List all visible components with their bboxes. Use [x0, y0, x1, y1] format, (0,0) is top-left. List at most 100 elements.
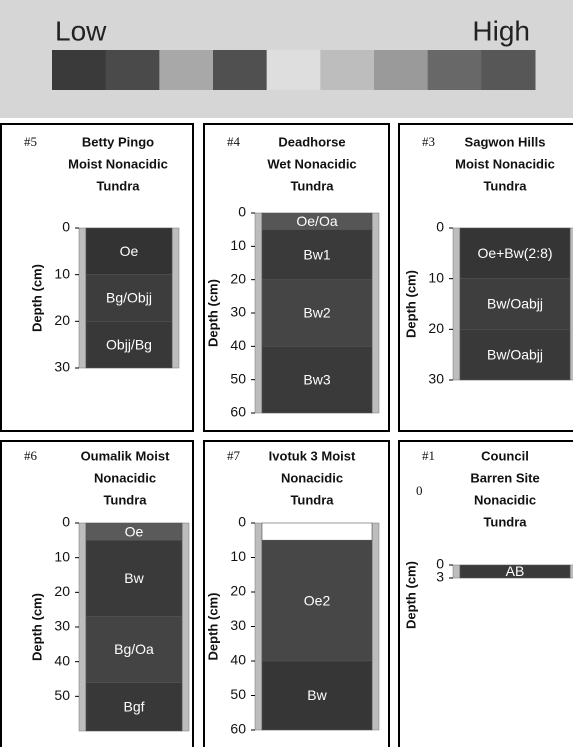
panel-number: #7 — [227, 448, 241, 463]
tick-label: 10 — [54, 265, 70, 281]
axis-label: Depth (cm) — [29, 593, 44, 661]
panel-number: #6 — [24, 448, 38, 463]
panel-title: Tundra — [290, 492, 334, 507]
horizon-label: Bw — [307, 687, 327, 703]
profile-strip — [452, 564, 461, 579]
panel-title: Nonacidic — [94, 470, 156, 485]
tick-label: 10 — [230, 237, 246, 253]
profile-strip — [452, 227, 461, 381]
tick-label: 0 — [238, 204, 246, 220]
horizon — [261, 346, 373, 414]
horizon — [261, 522, 373, 541]
tick-label: 30 — [230, 304, 246, 320]
panel-title: Moist Nonacidic — [68, 156, 168, 171]
tick-label: 30 — [54, 359, 70, 375]
tick-label: 60 — [230, 721, 246, 737]
tick-label: 50 — [54, 687, 70, 703]
horizon-label: Bw/Oabjj — [487, 346, 543, 362]
horizon — [261, 539, 373, 662]
panel-number: #5 — [24, 134, 37, 149]
panel-title: Betty Pingo — [82, 134, 154, 149]
horizon — [459, 278, 571, 330]
panel: #7 Ivotuk 3 Moist Nonacidic Tundra Oe2 Bw 0 10 2… — [203, 440, 390, 747]
horizon — [459, 329, 571, 381]
horizon — [261, 660, 373, 731]
tick-label: 10 — [54, 548, 70, 564]
legend-swatch — [52, 50, 107, 90]
legend-swatch — [374, 50, 429, 90]
horizon-label: Oe/Oa — [296, 213, 337, 229]
tick-label: 50 — [230, 370, 246, 386]
panel-title: Ivotuk 3 Moist — [269, 448, 356, 463]
panel-border — [398, 440, 573, 747]
panel-title: Tundra — [290, 178, 334, 193]
tick-label: 60 — [230, 404, 246, 420]
tick-label: 40 — [54, 652, 70, 668]
tick-label: 0 — [62, 514, 70, 530]
axis-label: Depth (cm) — [403, 561, 418, 629]
legend-low: Low — [55, 15, 107, 46]
horizon-label: Oe2 — [304, 592, 331, 608]
legend-swatch — [159, 50, 214, 90]
horizon-label: Bg/Oa — [114, 641, 154, 657]
profile-strip — [254, 212, 263, 414]
tick-label: 0 — [62, 219, 70, 235]
tick-label: 0 — [436, 219, 444, 235]
panel-title: Council — [481, 448, 529, 463]
horizon-label: Bw/Oabjj — [487, 296, 543, 312]
tick-label: 20 — [230, 270, 246, 286]
panel-title: Tundra — [483, 178, 527, 193]
tick-label: 30 — [428, 371, 444, 387]
panel-title: Tundra — [103, 492, 147, 507]
tick-label: 20 — [428, 320, 444, 336]
tick-label: 0 — [436, 556, 444, 572]
panel-title: Oumalik Moist — [81, 448, 171, 463]
axis-label: Depth (cm) — [205, 279, 220, 347]
tick-label: 10 — [230, 548, 246, 564]
horizon-label: Bw2 — [303, 305, 330, 321]
horizon — [85, 540, 183, 617]
legend-swatch — [213, 50, 268, 90]
axis-label: Depth (cm) — [403, 270, 418, 338]
horizon-label: Oe — [120, 243, 139, 259]
horizon — [261, 279, 373, 347]
legend-swatch — [266, 50, 321, 90]
profile-strip — [171, 227, 180, 369]
tick-label: 40 — [230, 652, 246, 668]
panel-title: Deadhorse — [278, 134, 345, 149]
panel-title: Sagwon Hills — [465, 134, 546, 149]
profile-strip — [78, 227, 87, 369]
horizon-label: Oe+Bw(2:8) — [477, 245, 552, 261]
panel-title: Nonacidic — [474, 492, 536, 507]
horizon — [85, 321, 173, 369]
horizon — [85, 682, 183, 732]
panel-title: Tundra — [96, 178, 140, 193]
horizon — [459, 564, 571, 579]
profile-strip — [78, 522, 87, 732]
panel-title: Wet Nonacidic — [267, 156, 356, 171]
panel: #3 Sagwon Hills Moist Nonacidic Tundra Oe+Bw… — [398, 123, 573, 432]
panel-number: #1 — [422, 448, 435, 463]
horizon — [85, 274, 173, 322]
horizon — [85, 616, 183, 683]
tick-label: 3 — [436, 569, 444, 585]
tick-label: 30 — [54, 618, 70, 634]
horizon-label: Objj/Bg — [106, 336, 152, 352]
horizon-label: Oe — [125, 523, 144, 539]
axis-label: Depth (cm) — [205, 593, 220, 661]
panel-title: Tundra — [483, 514, 527, 529]
panel-number: #3 — [422, 134, 435, 149]
axis-label: Depth (cm) — [29, 264, 44, 332]
panel-number: #4 — [227, 134, 241, 149]
legend-swatch — [320, 50, 375, 90]
tick-label: 20 — [230, 583, 246, 599]
tick-label: 20 — [54, 583, 70, 599]
profile-strip — [371, 212, 380, 414]
horizon — [85, 227, 173, 275]
profile-strip — [371, 522, 380, 731]
horizon-label: Bw — [124, 570, 144, 586]
panel: #5 Betty Pingo Moist Nonacidic Tundra Oe Bg/O… — [0, 123, 194, 432]
legend-swatch — [427, 50, 482, 90]
